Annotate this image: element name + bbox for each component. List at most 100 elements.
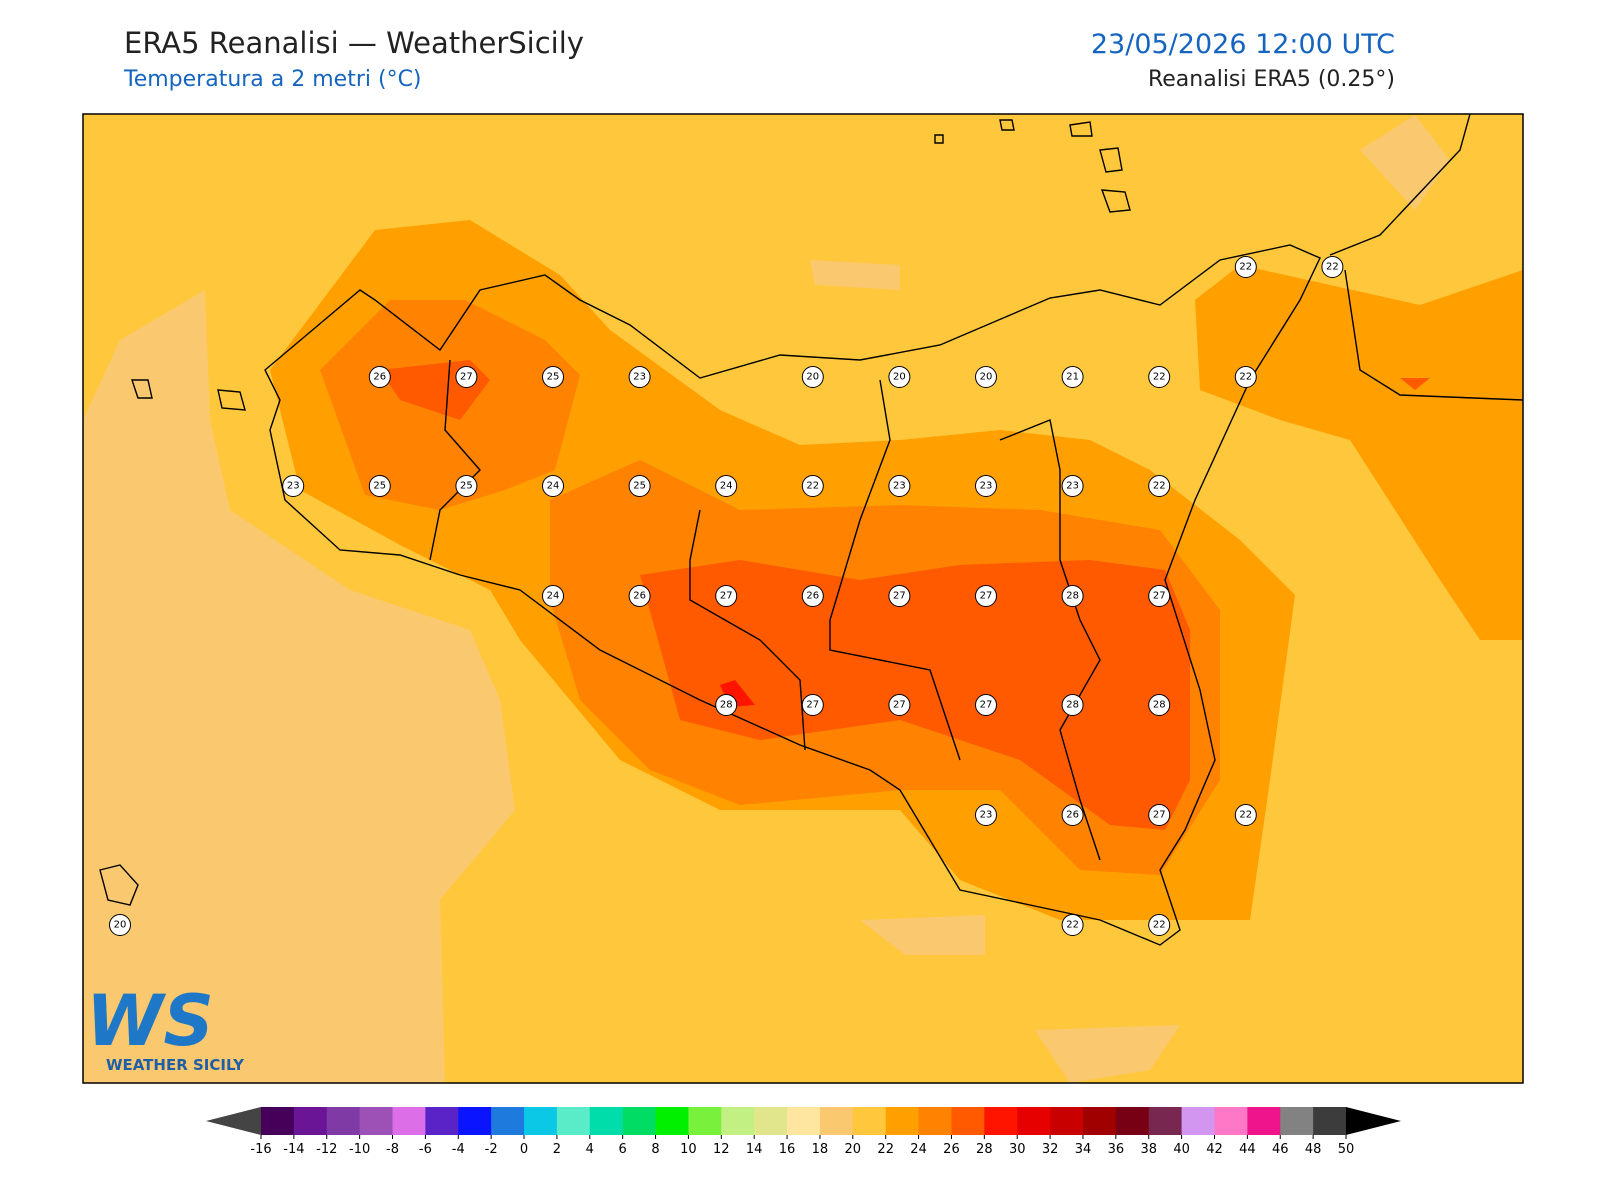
station-value: 22 bbox=[1153, 481, 1166, 492]
station-value: 20 bbox=[114, 920, 127, 931]
station: 26 bbox=[1061, 804, 1084, 826]
colorbar-swatch bbox=[293, 1107, 328, 1135]
station: 27 bbox=[1148, 804, 1171, 826]
colorbar-tick-label: 20 bbox=[845, 1142, 862, 1157]
station-marker bbox=[715, 694, 738, 716]
colorbar-swatch bbox=[885, 1107, 920, 1135]
station-value: 25 bbox=[373, 481, 386, 492]
colorbar-swatch bbox=[1082, 1107, 1117, 1135]
station: 23 bbox=[282, 475, 305, 497]
station-marker bbox=[975, 366, 997, 388]
colorbar-tick-label: 4 bbox=[586, 1142, 594, 1157]
station-marker bbox=[1321, 256, 1344, 278]
station-value: 27 bbox=[1153, 810, 1166, 821]
station-value: 27 bbox=[980, 700, 993, 711]
station-value: 28 bbox=[1066, 700, 1079, 711]
station: 20 bbox=[801, 366, 824, 388]
colorbar-swatch bbox=[392, 1107, 426, 1135]
station-marker bbox=[801, 585, 824, 607]
station-marker bbox=[1148, 914, 1171, 936]
logo-text: WEATHER SICILY bbox=[106, 1056, 245, 1074]
colorbar-tick-label: 12 bbox=[713, 1142, 730, 1157]
colorbar-swatch bbox=[655, 1107, 689, 1135]
station: 27 bbox=[888, 694, 911, 716]
station-value: 27 bbox=[893, 591, 906, 602]
colorbar-tick-label: -8 bbox=[386, 1142, 399, 1157]
station: 27 bbox=[975, 694, 997, 716]
station-value: 22 bbox=[1239, 372, 1252, 383]
station: 23 bbox=[888, 475, 911, 497]
stations: 22 22 26 27 25 23 20 20 20 21 22 22 23 25 25 24 25 24 22 23… bbox=[109, 256, 1344, 936]
station-value: 25 bbox=[633, 481, 646, 492]
station-marker bbox=[1148, 366, 1171, 388]
station-value: 22 bbox=[1066, 920, 1079, 931]
station-value: 20 bbox=[893, 372, 906, 383]
colorbar-tick-label: 36 bbox=[1108, 1142, 1125, 1157]
colorbar: -16 -14 -12 -10 -8 -6 -4 -2 0 2 4 6 8 10 12 14 16 18 20 22 2… bbox=[206, 1107, 1401, 1157]
colorbar-tick-label: -16 bbox=[250, 1142, 271, 1157]
station: 22 bbox=[1148, 914, 1171, 936]
colorbar-tick-label: 6 bbox=[619, 1142, 627, 1157]
colorbar-tick-label: -2 bbox=[485, 1142, 498, 1157]
station-value: 26 bbox=[1066, 810, 1079, 821]
datetime: 23/05/2026 12:00 UTC bbox=[1091, 29, 1395, 60]
colorbar-swatch bbox=[1247, 1107, 1281, 1135]
station-marker bbox=[1148, 475, 1171, 497]
colorbar-swatch bbox=[326, 1107, 361, 1135]
colorbar-tick-label: -6 bbox=[419, 1142, 432, 1157]
station: 26 bbox=[801, 585, 824, 607]
colorbar-swatch bbox=[754, 1107, 788, 1135]
station-value: 27 bbox=[1153, 591, 1166, 602]
colorbar-swatch bbox=[688, 1107, 722, 1135]
station-value: 27 bbox=[980, 591, 993, 602]
station: 22 bbox=[1148, 475, 1171, 497]
station-value: 27 bbox=[720, 591, 733, 602]
station-value: 25 bbox=[460, 481, 473, 492]
station-marker bbox=[888, 585, 911, 607]
colorbar-swatch bbox=[1181, 1107, 1215, 1135]
colorbar-tick-label: 42 bbox=[1206, 1142, 1223, 1157]
station-marker bbox=[1148, 694, 1171, 716]
station-marker bbox=[1061, 366, 1084, 388]
colorbar-swatch bbox=[1050, 1107, 1084, 1135]
station: 20 bbox=[975, 366, 997, 388]
station-marker bbox=[109, 914, 131, 936]
station: 22 bbox=[1148, 366, 1171, 388]
station-marker bbox=[1234, 366, 1257, 388]
station: 27 bbox=[455, 366, 478, 388]
colorbar-swatch bbox=[524, 1107, 558, 1135]
station-value: 24 bbox=[547, 591, 560, 602]
station: 23 bbox=[628, 366, 651, 388]
colorbar-tick-label: 10 bbox=[680, 1142, 697, 1157]
station-marker bbox=[455, 475, 478, 497]
station-value: 22 bbox=[1326, 262, 1339, 273]
colorbar-tick-label: -12 bbox=[316, 1142, 337, 1157]
station: 25 bbox=[628, 475, 651, 497]
colorbar-under bbox=[206, 1107, 261, 1135]
station: 27 bbox=[975, 585, 997, 607]
station: 22 bbox=[1234, 366, 1257, 388]
colorbar-tick-label: 38 bbox=[1140, 1142, 1157, 1157]
colorbar-swatch bbox=[425, 1107, 459, 1135]
colorbar-swatch bbox=[819, 1107, 854, 1135]
station-value: 27 bbox=[460, 372, 473, 383]
colorbar-tick-label: 8 bbox=[651, 1142, 659, 1157]
colorbar-tick-label: 50 bbox=[1338, 1142, 1355, 1157]
station-marker bbox=[975, 475, 997, 497]
colorbar-swatch bbox=[1214, 1107, 1248, 1135]
station-value: 22 bbox=[806, 481, 819, 492]
colorbar-swatch bbox=[951, 1107, 985, 1135]
station-marker bbox=[542, 585, 564, 607]
station-marker bbox=[801, 475, 824, 497]
colorbar-swatch bbox=[589, 1107, 624, 1135]
colorbar-tick-label: 28 bbox=[976, 1142, 993, 1157]
station: 24 bbox=[715, 475, 738, 497]
station-marker bbox=[628, 475, 651, 497]
colorbar-tick-label: 48 bbox=[1305, 1142, 1322, 1157]
colorbar-tick-label: 40 bbox=[1173, 1142, 1190, 1157]
field-18 bbox=[83, 290, 515, 1083]
station-marker bbox=[282, 475, 305, 497]
colorbar-tick-label: 34 bbox=[1075, 1142, 1092, 1157]
station: 27 bbox=[888, 585, 911, 607]
